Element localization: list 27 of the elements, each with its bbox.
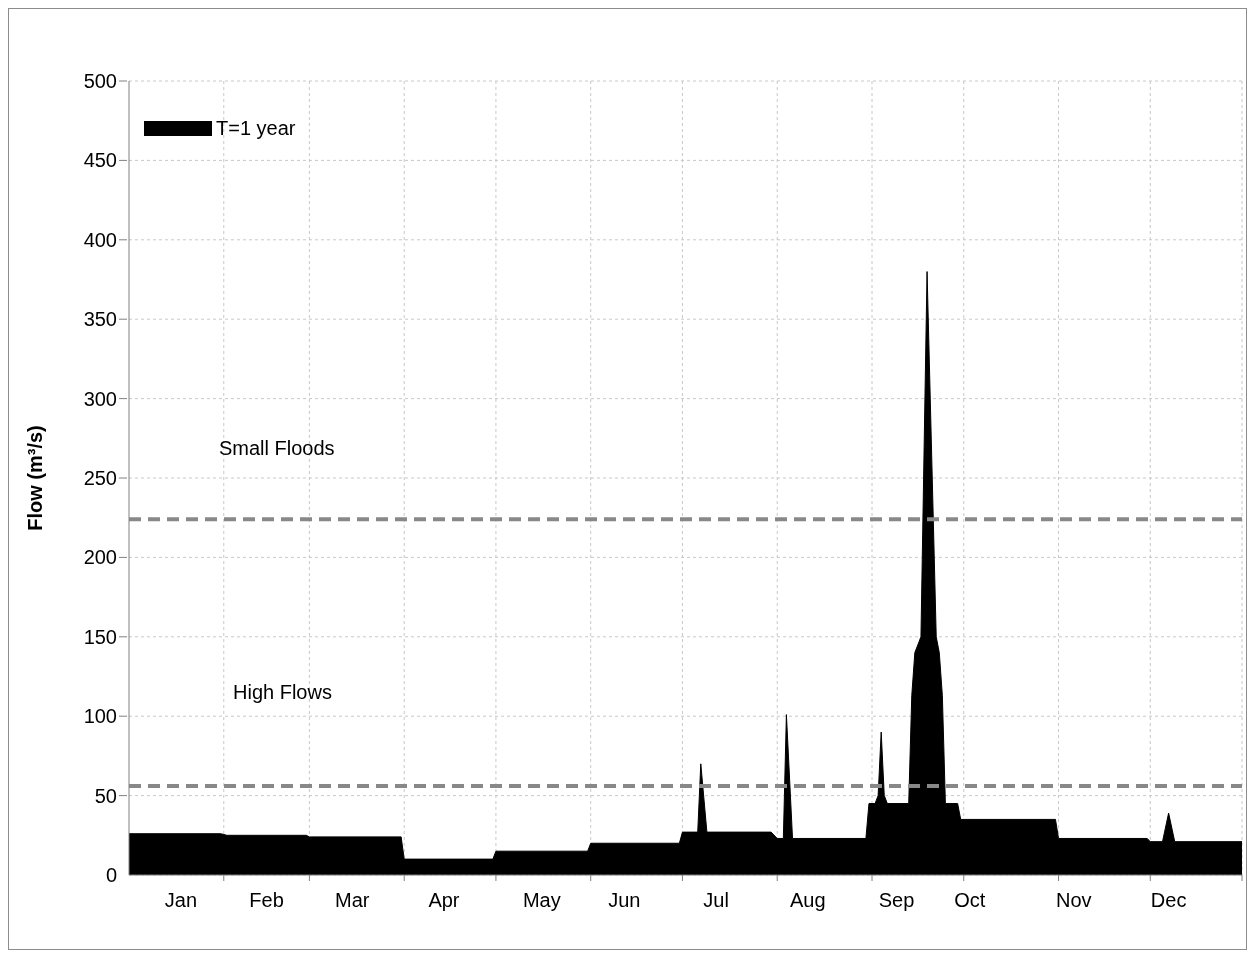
x-tick-label: Jan (164, 889, 198, 911)
y-tick-label: 300 (83, 387, 117, 410)
y-tick-label: 150 (83, 625, 117, 648)
y-tick-label: 350 (83, 308, 117, 331)
y-tick-label: 50 (94, 784, 117, 807)
annotation: High Flows (233, 681, 332, 704)
x-tick-label: Jul (703, 889, 729, 911)
x-tick-label: Sep (878, 889, 915, 911)
x-tick-label: Feb (249, 889, 284, 911)
y-tick-label: 100 (83, 705, 117, 728)
y-tick-label: 400 (83, 228, 117, 251)
x-tick-label: Dec (1150, 889, 1187, 911)
x-tick-label: Apr (428, 889, 460, 911)
y-tick-label: 450 (83, 149, 117, 172)
legend-label: T=1 year (216, 117, 296, 140)
y-tick-label: 500 (83, 70, 117, 92)
annotation: Small Floods (219, 437, 335, 460)
x-tick-label: Jun (608, 889, 641, 911)
y-tick-label: 200 (83, 546, 117, 569)
x-tick-label: Mar (334, 889, 370, 911)
x-tick-label: May (522, 889, 561, 911)
x-tick-label: Nov (1056, 889, 1092, 911)
y-tick-label: 250 (83, 467, 117, 489)
y-tick-label: 0 (105, 864, 117, 886)
x-tick-label: Oct (954, 889, 986, 911)
x-tick-label: Aug (790, 889, 826, 911)
y-axis-title: Flow (m³/s) (24, 425, 47, 531)
